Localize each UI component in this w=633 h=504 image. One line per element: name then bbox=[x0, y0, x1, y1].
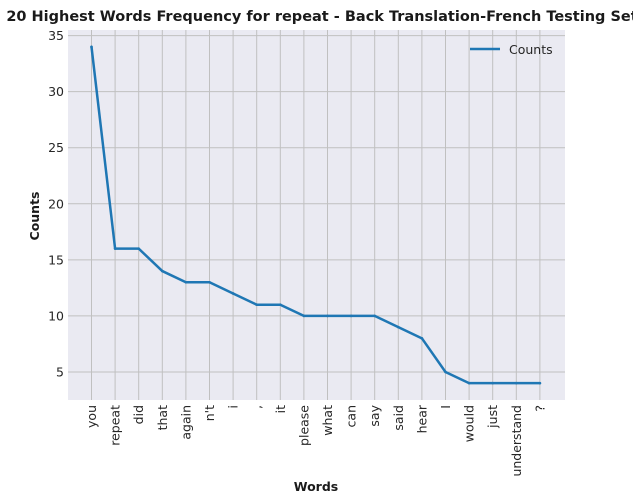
x-tick-label: you bbox=[84, 405, 99, 428]
x-tick-label: did bbox=[131, 405, 146, 424]
x-tick-labels: you repeat did that again n't i, it please what ca… bbox=[84, 404, 547, 476]
y-tick-label: 30 bbox=[48, 84, 64, 99]
data-point bbox=[231, 292, 235, 295]
data-point bbox=[538, 381, 542, 385]
data-point bbox=[397, 325, 400, 329]
data-point bbox=[326, 314, 329, 318]
y-tick-label: 35 bbox=[48, 28, 64, 43]
data-point bbox=[255, 303, 258, 306]
x-tick-label: it bbox=[273, 405, 288, 413]
data-point bbox=[279, 303, 282, 306]
x-tick-label: can bbox=[344, 405, 359, 427]
legend-label-counts: Counts bbox=[509, 42, 553, 57]
data-point bbox=[491, 381, 495, 385]
x-tick-label: understand bbox=[509, 405, 524, 477]
series-line-counts bbox=[90, 45, 542, 385]
data-point bbox=[208, 280, 211, 284]
x-tick-label: what bbox=[320, 405, 335, 436]
x-tick-label: please bbox=[296, 405, 311, 446]
x-tick-label: repeat bbox=[108, 405, 123, 446]
x-tick-label: said bbox=[391, 405, 406, 431]
y-tick-label: 20 bbox=[48, 196, 64, 211]
data-point bbox=[113, 247, 117, 250]
data-point bbox=[349, 314, 353, 318]
plot-area bbox=[68, 30, 565, 400]
series-layer bbox=[90, 45, 542, 385]
data-point bbox=[137, 247, 140, 250]
data-point bbox=[444, 370, 447, 374]
y-axis-label: Counts bbox=[27, 192, 42, 241]
data-point bbox=[302, 314, 306, 318]
x-tick-label: hear bbox=[414, 404, 429, 433]
x-tick-label: say bbox=[367, 404, 382, 426]
x-tick-label: ? bbox=[532, 405, 547, 412]
x-tick-label: that bbox=[155, 405, 170, 430]
x-tick-label: again bbox=[178, 405, 193, 440]
x-tick-label: just bbox=[485, 405, 500, 429]
x-tick-label: n't bbox=[202, 405, 217, 421]
x-axis-label: Words bbox=[294, 479, 338, 494]
data-point bbox=[420, 337, 424, 340]
data-point bbox=[515, 381, 518, 385]
chart-title: 20 Highest Words Frequency for repeat - … bbox=[6, 9, 633, 25]
data-point bbox=[184, 280, 188, 284]
x-tick-label: I bbox=[438, 405, 453, 409]
y-tick-label: 10 bbox=[48, 308, 64, 323]
data-point bbox=[161, 269, 164, 273]
data-point bbox=[90, 45, 93, 49]
x-tick-label: i bbox=[226, 405, 241, 408]
data-point bbox=[373, 314, 377, 318]
y-tick-label: 5 bbox=[56, 364, 64, 379]
data-point bbox=[467, 381, 471, 385]
y-tick-label: 15 bbox=[48, 252, 64, 267]
y-tick-label: 25 bbox=[48, 140, 64, 155]
y-tick-labels: 5 10 15 20 25 30 35 bbox=[48, 28, 64, 379]
x-tick-label: , bbox=[249, 405, 264, 409]
x-tick-label: would bbox=[462, 405, 477, 442]
legend: Counts bbox=[470, 42, 553, 57]
